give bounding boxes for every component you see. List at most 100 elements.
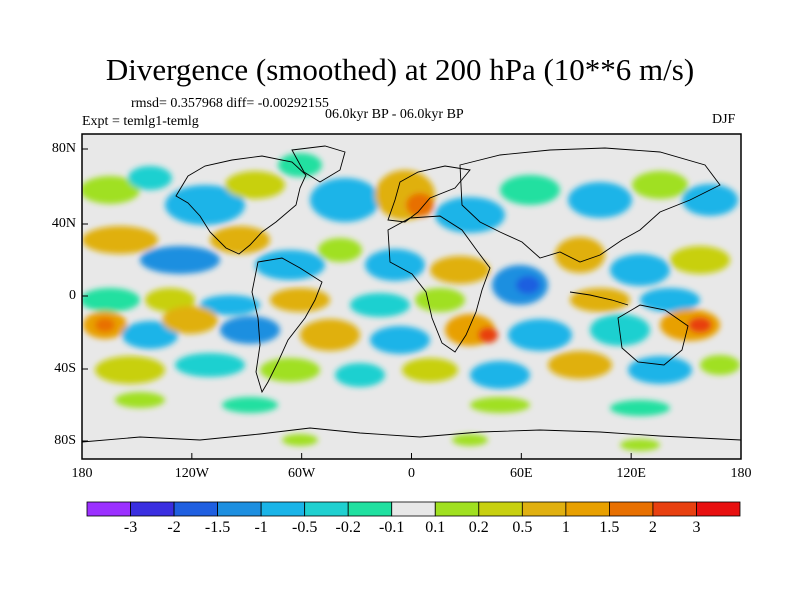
field-blob — [210, 226, 270, 254]
field-blob — [478, 327, 498, 343]
colorbar-swatch — [565, 501, 610, 517]
field-blob — [122, 321, 178, 349]
field-blob — [220, 316, 280, 344]
colorbar-swatch — [609, 501, 654, 517]
colorbar-swatch — [434, 501, 480, 517]
axis-ticks — [81, 148, 742, 459]
colorbar-label: -0.2 — [335, 519, 361, 536]
field-blob — [255, 250, 325, 280]
field-blob — [670, 246, 730, 274]
coast-north-america — [175, 155, 307, 255]
field-blob — [610, 254, 670, 286]
plot-title: Divergence (smoothed) at 200 hPa (10**6 … — [105, 52, 695, 87]
field-blob — [260, 358, 320, 382]
colorbar-label: -0.1 — [379, 519, 405, 536]
lon-tick-label: 60E — [510, 466, 533, 481]
colorbar-label: 3 — [692, 519, 701, 536]
field-blob — [620, 439, 660, 451]
field-blob — [500, 175, 560, 205]
coast-asia — [459, 147, 721, 263]
field-blob — [516, 276, 540, 294]
field-blob — [700, 355, 740, 375]
colorbar-swatch — [260, 501, 306, 517]
colorbar-label: -2 — [167, 519, 181, 536]
colorbar-label: 0.2 — [468, 519, 489, 536]
colorbar-swatch — [391, 501, 436, 517]
field-blob — [200, 295, 260, 315]
field-blob — [282, 434, 318, 446]
colorbar-swatch — [347, 501, 393, 517]
coast-south-america — [251, 257, 323, 394]
field-blob — [145, 288, 195, 312]
field-blob — [688, 317, 712, 333]
colorbar-label: 1.5 — [599, 519, 620, 536]
colorbar-label: -0.5 — [291, 519, 318, 536]
field-blob — [435, 197, 505, 233]
lat-tick-label: 0 — [69, 288, 76, 303]
colorbar-swatch — [217, 501, 262, 517]
field-blob — [95, 356, 165, 384]
coast-antarctica — [82, 427, 741, 443]
field-blob — [350, 293, 410, 317]
field-blob — [632, 171, 688, 199]
colorbar-label: 0.1 — [425, 519, 446, 536]
colorbar-label: 1 — [561, 519, 570, 536]
colorbar-swatch — [521, 501, 567, 517]
colorbar — [86, 501, 741, 517]
colorbar-swatch — [130, 501, 175, 517]
period-label: 06.0kyr BP - 06.0kyr BP — [325, 107, 464, 122]
colorbar-label: 0.5 — [512, 519, 533, 536]
field-blob — [222, 397, 278, 413]
field-blob — [452, 434, 488, 446]
lat-tick-label: 40S — [54, 361, 76, 376]
field-blob — [568, 182, 632, 218]
field-blob — [640, 288, 700, 312]
colorbar-swatch — [86, 501, 131, 517]
season-label: DJF — [712, 112, 736, 127]
colorbar-label: 2 — [648, 519, 657, 536]
field-blob — [82, 226, 158, 254]
field-blob — [555, 237, 605, 273]
colorbar-label: -1 — [254, 519, 268, 536]
field-blob — [548, 351, 612, 379]
colorbar-swatch — [173, 501, 218, 517]
field-blob — [310, 178, 380, 222]
field-blob — [508, 319, 572, 351]
lon-tick-label: 0 — [408, 466, 415, 481]
coast-greenland — [291, 145, 346, 183]
colorbar-swatch — [304, 501, 349, 517]
colorbar-label: -1.5 — [204, 519, 231, 536]
field-blob — [300, 319, 360, 351]
lat-tick-label: 80S — [54, 433, 76, 448]
coast-europe — [387, 165, 471, 223]
field-blob — [335, 363, 385, 387]
colorbar-swatch — [478, 501, 523, 517]
field-blob — [402, 358, 458, 382]
divergence-field — [82, 145, 741, 451]
field-blob — [318, 238, 362, 262]
field-blob — [628, 356, 692, 384]
coast-australia — [617, 304, 689, 366]
field-blob — [175, 353, 245, 377]
lon-tick-label: 120E — [616, 466, 646, 481]
field-blob — [470, 397, 530, 413]
field-blob — [470, 361, 530, 389]
field-blob — [82, 288, 140, 312]
lon-tick-label: 180 — [730, 466, 752, 481]
colorbar-swatch — [696, 501, 741, 517]
field-blob — [682, 184, 738, 216]
lat-tick-label: 40N — [51, 216, 76, 231]
coast-africa — [387, 215, 491, 353]
lon-tick-label: 60W — [288, 466, 316, 481]
field-blob — [270, 288, 330, 312]
colorbar-swatch — [652, 501, 697, 517]
experiment-label: Expt = temlg1-temlg — [82, 114, 199, 129]
field-blob — [610, 400, 670, 416]
colorbar-label: -3 — [123, 519, 138, 536]
field-blob — [415, 288, 465, 312]
field-blob — [162, 306, 218, 334]
field-blob — [370, 326, 430, 354]
field-blob — [140, 246, 220, 274]
field-blob — [95, 318, 115, 332]
